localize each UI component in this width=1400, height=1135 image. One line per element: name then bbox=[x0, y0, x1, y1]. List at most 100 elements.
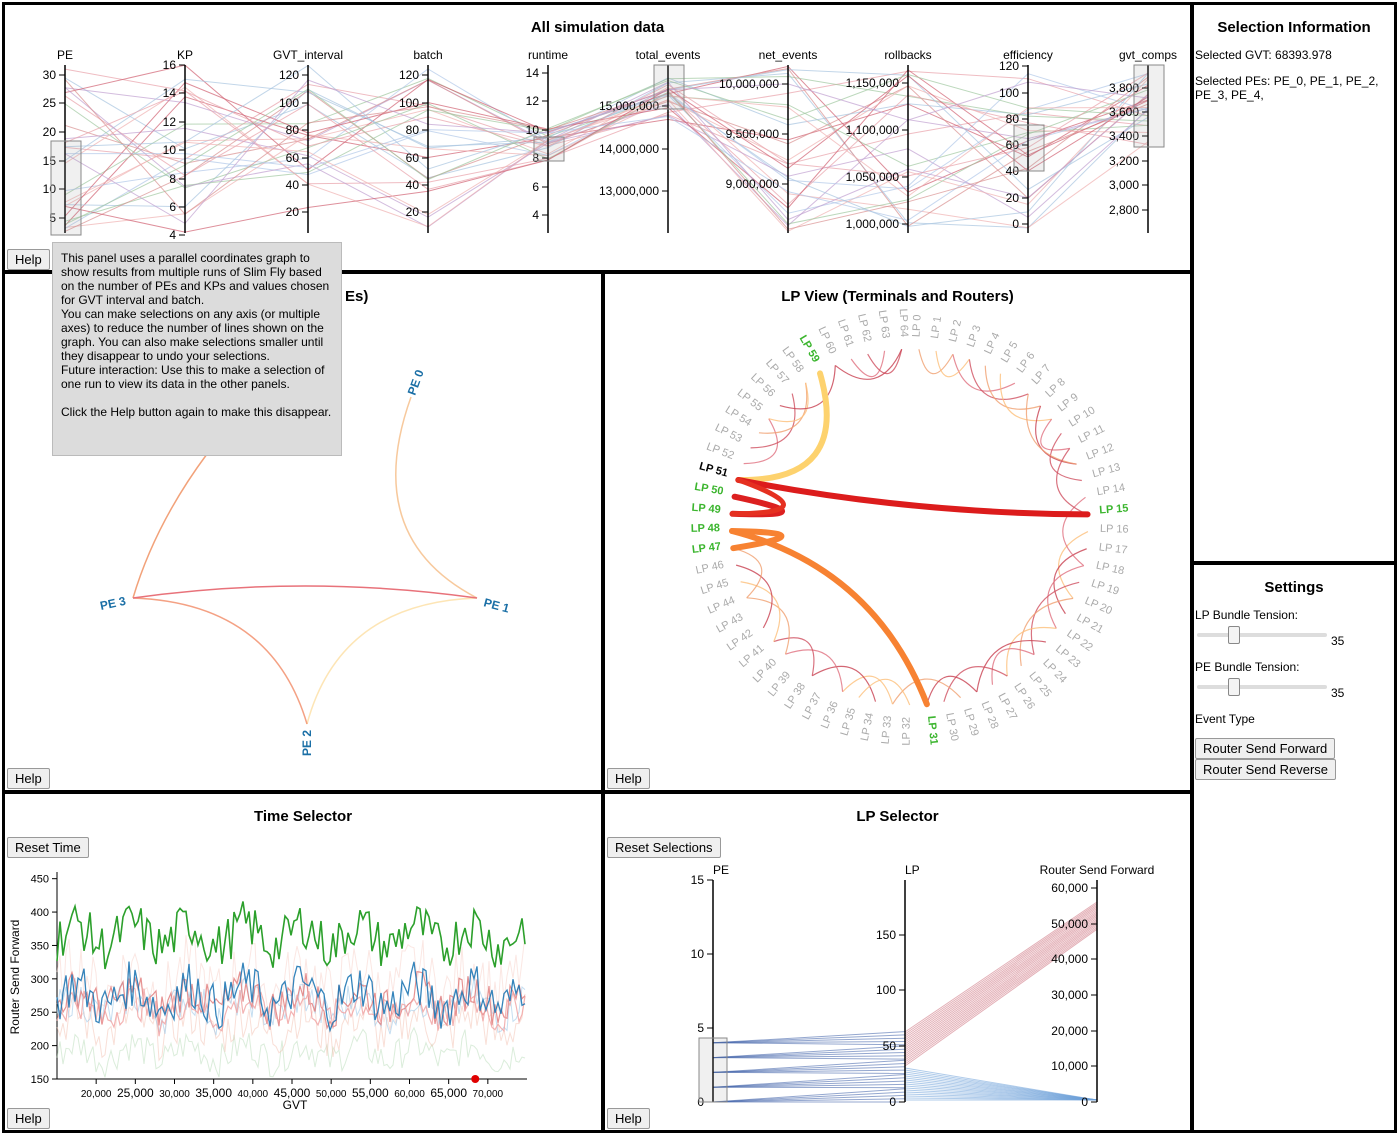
tick-label: 30,000 bbox=[1051, 988, 1088, 1002]
lp-node-label: LP 3 bbox=[965, 324, 984, 349]
tick-label: 25 bbox=[43, 96, 57, 110]
lp-node-label: LP 60 bbox=[816, 325, 839, 356]
reset-time-button[interactable]: Reset Time bbox=[7, 837, 89, 858]
lp-node-label: LP 29 bbox=[961, 707, 981, 738]
lp-link bbox=[1053, 548, 1087, 615]
lp-node-label: LP 52 bbox=[705, 441, 736, 462]
reset-selections-button[interactable]: Reset Selections bbox=[607, 837, 721, 858]
tick-label: 3,800 bbox=[1109, 81, 1139, 95]
lp-link bbox=[834, 348, 903, 380]
lp-link bbox=[867, 349, 903, 375]
axis-title: batch bbox=[413, 48, 442, 62]
y-tick-label: 400 bbox=[31, 907, 49, 919]
lp-link bbox=[740, 581, 781, 642]
lp-node-label: LP 61 bbox=[835, 318, 856, 349]
lp-rsf-line bbox=[904, 917, 1098, 1053]
panel-title: Time Selector bbox=[253, 808, 353, 825]
lp-node-label: LP 18 bbox=[1095, 560, 1125, 578]
panel-title: Es) bbox=[345, 288, 369, 305]
slider-thumb[interactable] bbox=[1228, 678, 1240, 696]
pe-link bbox=[395, 396, 478, 599]
tick-label: 20 bbox=[406, 205, 420, 219]
lp-link bbox=[943, 666, 1008, 702]
pe-tension-slider[interactable] bbox=[1197, 678, 1327, 698]
router-send-reverse-button[interactable]: Router Send Reverse bbox=[1195, 759, 1337, 780]
lp-link bbox=[999, 373, 1052, 422]
tick-label: 20 bbox=[286, 205, 300, 219]
lp-node-label: LP 63 bbox=[876, 309, 892, 339]
time-selector-panel: Time Selector Reset Time 450 400 350 300 250… bbox=[2, 791, 604, 1133]
lp-rsf-line bbox=[904, 912, 1098, 1047]
tick-label: 120 bbox=[399, 68, 419, 82]
lp-node-label: LP 32 bbox=[901, 717, 913, 746]
pe-brush bbox=[698, 1037, 728, 1103]
pe-node-label: PE 1 bbox=[482, 595, 511, 615]
lp-node-label: LP 4 bbox=[982, 331, 1002, 356]
tick-label: 50 bbox=[883, 1039, 897, 1053]
tick-label: 6 bbox=[532, 180, 539, 194]
tick-label: 0 bbox=[1012, 217, 1019, 231]
lp-link bbox=[842, 675, 894, 705]
lp-link-highlight bbox=[735, 370, 830, 483]
time-line-chart[interactable]: 450 400 350 300 250 200 150 20,000 25,000 30,000 3… bbox=[5, 862, 601, 1112]
y-tick-label: 250 bbox=[31, 1007, 49, 1019]
tick-label: 40 bbox=[406, 178, 420, 192]
y-tick-label: 300 bbox=[31, 974, 49, 986]
lp-link-highlight bbox=[735, 476, 1091, 518]
lp-tension-slider[interactable] bbox=[1197, 626, 1327, 646]
lp-link bbox=[1019, 597, 1074, 667]
tick-label: 100 bbox=[876, 983, 896, 997]
help-button[interactable]: Help bbox=[607, 1108, 650, 1129]
help-button[interactable]: Help bbox=[7, 768, 50, 789]
lp-link bbox=[935, 350, 970, 378]
axis-title: KP bbox=[177, 48, 193, 62]
y-tick-label: 150 bbox=[31, 1074, 49, 1086]
pe-lp-line bbox=[712, 1055, 906, 1059]
help-button[interactable]: Help bbox=[607, 768, 650, 789]
x-tick-label: 65,000 bbox=[430, 1086, 467, 1100]
lp-link bbox=[1049, 432, 1082, 482]
lp-link bbox=[768, 382, 809, 423]
data-line bbox=[64, 73, 1149, 225]
lp-rsf-line bbox=[904, 923, 1098, 1061]
lp-link bbox=[785, 649, 844, 692]
lp-node-label: LP 50 bbox=[694, 481, 725, 498]
help-button[interactable]: Help bbox=[7, 1108, 50, 1129]
pe-lp-line bbox=[712, 1088, 906, 1103]
pe-lp-line bbox=[712, 1083, 906, 1088]
help-button[interactable]: Help bbox=[7, 249, 50, 270]
lp-rsf-line bbox=[904, 922, 1098, 1059]
time-series-line bbox=[56, 1026, 526, 1078]
lp-link bbox=[850, 350, 886, 378]
slider-thumb[interactable] bbox=[1228, 626, 1240, 644]
lp-node-label: LP 1 bbox=[929, 316, 944, 340]
selection-info-panel: Selection Information Selected GVT: 6839… bbox=[1191, 2, 1397, 564]
pe-link bbox=[132, 453, 208, 599]
pe-lp-line bbox=[712, 1037, 906, 1044]
tick-label: 3,000 bbox=[1109, 178, 1139, 192]
axis-title: GVT_interval bbox=[273, 48, 343, 62]
tick-label: 10 bbox=[43, 182, 57, 196]
tick-label: 20 bbox=[43, 125, 57, 139]
data-line bbox=[64, 74, 1149, 233]
tick-label: 1,000,000 bbox=[846, 217, 900, 231]
lp-link bbox=[918, 349, 954, 375]
tick-label: 15 bbox=[691, 873, 705, 887]
lp-chord-diagram[interactable]: LP 0 LP 1 LP 2 LP 3LP 4LP 5LP 6LP 7LP 8LP 9… bbox=[605, 304, 1190, 774]
y-tick-label: 350 bbox=[31, 940, 49, 952]
lp-node-label: LP 64 bbox=[897, 308, 910, 337]
router-send-forward-button[interactable]: Router Send Forward bbox=[1195, 738, 1336, 759]
pe-node-label: PE 2 bbox=[300, 730, 314, 756]
tick-label: 1,150,000 bbox=[846, 76, 900, 90]
tick-label: 100 bbox=[399, 96, 419, 110]
data-line bbox=[64, 76, 1149, 230]
y-tick-label: 450 bbox=[31, 874, 49, 886]
pe-chord-diagram[interactable]: PE 0 PE 1 PE 2 PE 3 bbox=[5, 304, 601, 774]
pe-lp-line bbox=[712, 1031, 906, 1044]
tick-label: 150 bbox=[876, 928, 896, 942]
lp-node-label: LP 62 bbox=[855, 313, 873, 344]
help-text: This panel uses a parallel coordinates g… bbox=[61, 251, 330, 391]
lp-node-label: LP 12 bbox=[1085, 441, 1116, 462]
